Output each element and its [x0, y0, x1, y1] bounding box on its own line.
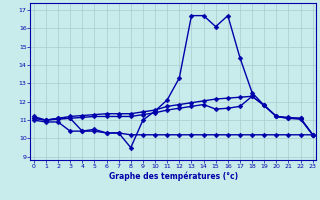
X-axis label: Graphe des températures (°c): Graphe des températures (°c) — [109, 172, 238, 181]
